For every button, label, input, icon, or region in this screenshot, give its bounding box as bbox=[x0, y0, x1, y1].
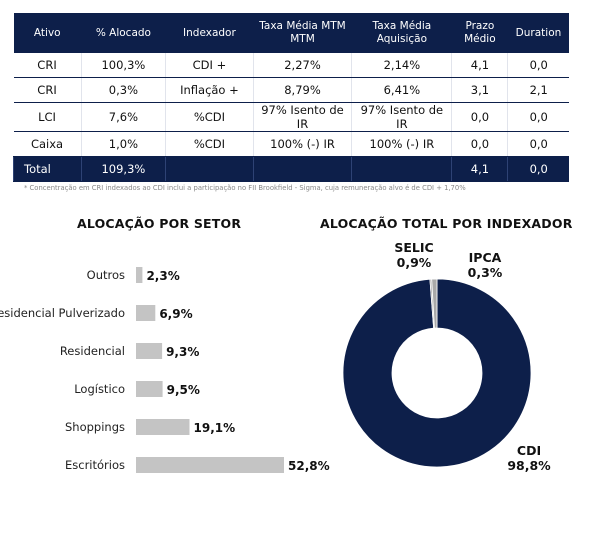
cell-ativo: Caixa bbox=[13, 131, 82, 157]
donut-value-ipca: 0,3% bbox=[468, 265, 503, 280]
donut-label-selic: SELIC bbox=[394, 240, 433, 255]
cell-prazo: 3,1 bbox=[451, 77, 508, 103]
cell-indexador: %CDI bbox=[165, 131, 254, 157]
bar-value-label: 2,3% bbox=[146, 269, 179, 283]
table-header-row: Ativo % Alocado Indexador Taxa Média MTM… bbox=[13, 13, 569, 53]
cell-taxa-mtm: 8,79% bbox=[252, 77, 352, 103]
header-prazo: Prazo Médio bbox=[451, 13, 508, 53]
cell-duration: 0,0 bbox=[507, 53, 569, 78]
total-alocado: 109,3% bbox=[80, 156, 166, 182]
total-indexador bbox=[165, 156, 254, 182]
cell-alocado: 7,6% bbox=[80, 102, 166, 132]
bar-escritórios bbox=[136, 457, 284, 473]
cell-duration: 0,0 bbox=[507, 131, 569, 157]
total-label: Total bbox=[13, 156, 82, 182]
footnote: * Concentração em CRI indexados ao CDI i… bbox=[24, 184, 466, 192]
header-duration: Duration bbox=[507, 13, 569, 53]
donut-value-cdi: 98,8% bbox=[507, 458, 551, 473]
header-ativo: Ativo bbox=[13, 13, 82, 53]
cell-alocado: 0,3% bbox=[80, 77, 166, 103]
cell-ativo: CRI bbox=[13, 53, 82, 78]
donut-value-selic: 0,9% bbox=[397, 255, 432, 270]
cell-taxa-mtm: 2,27% bbox=[252, 53, 352, 78]
table-row: CRI 100,3% CDI + 2,27% 2,14% 4,1 0,0 bbox=[13, 53, 569, 78]
bar-category-label: Escritórios bbox=[65, 458, 125, 472]
bar-category-label: Residencial Pulverizado bbox=[0, 306, 125, 320]
table-row: Caixa 1,0% %CDI 100% (-) IR 100% (-) IR … bbox=[13, 131, 569, 157]
total-duration: 0,0 bbox=[507, 156, 569, 182]
bar-category-label: Residencial bbox=[60, 344, 125, 358]
header-taxa-aquisicao: Taxa Média Aquisição bbox=[351, 13, 452, 53]
cell-taxa-mtm: 100% (-) IR bbox=[252, 131, 352, 157]
cell-alocado: 1,0% bbox=[80, 131, 166, 157]
cell-indexador: %CDI bbox=[165, 102, 254, 132]
cell-taxa-aquisicao: 2,14% bbox=[351, 53, 452, 78]
sector-chart-title: ALOCAÇÃO POR SETOR bbox=[77, 216, 242, 231]
donut-label-ipca: IPCA bbox=[469, 250, 502, 265]
cell-taxa-aquisicao: 100% (-) IR bbox=[351, 131, 452, 157]
header-indexador: Indexador bbox=[165, 13, 254, 53]
cell-prazo: 0,0 bbox=[451, 131, 508, 157]
cell-indexador: CDI + bbox=[165, 53, 254, 78]
bar-logístico bbox=[136, 381, 163, 397]
bar-value-label: 6,9% bbox=[159, 307, 192, 321]
header-alocado: % Alocado bbox=[81, 13, 166, 53]
cell-taxa-aquisicao: 97% Isento de IR bbox=[351, 102, 452, 132]
bar-value-label: 9,5% bbox=[167, 383, 200, 397]
total-taxa-aquisicao bbox=[351, 156, 452, 182]
donut-label-cdi: CDI bbox=[517, 443, 541, 458]
table-total-row: Total 109,3% 4,1 0,0 bbox=[13, 156, 569, 182]
cell-alocado: 100,3% bbox=[80, 53, 166, 78]
donut-slice-selic bbox=[431, 278, 438, 329]
donut-slice-cdi bbox=[342, 278, 532, 468]
bar-value-label: 52,8% bbox=[288, 459, 330, 473]
header-taxa-mtm: Taxa Média MTM MTM bbox=[253, 13, 352, 53]
cell-prazo: 4,1 bbox=[451, 53, 508, 78]
cell-duration: 2,1 bbox=[507, 77, 569, 103]
allocation-table: Ativo % Alocado Indexador Taxa Média MTM… bbox=[13, 13, 569, 182]
bar-residencial bbox=[136, 343, 163, 359]
allocation-table-wrap: Ativo % Alocado Indexador Taxa Média MTM… bbox=[13, 13, 569, 182]
cell-ativo: LCI bbox=[13, 102, 82, 132]
bar-outros bbox=[136, 267, 143, 283]
cell-ativo: CRI bbox=[13, 77, 82, 103]
cell-taxa-mtm: 97% Isento de IR bbox=[252, 102, 352, 132]
cell-taxa-aquisicao: 6,41% bbox=[351, 77, 452, 103]
bar-value-label: 19,1% bbox=[194, 421, 236, 435]
bar-value-label: 9,3% bbox=[166, 345, 199, 359]
cell-duration: 0,0 bbox=[507, 102, 569, 132]
total-taxa-mtm bbox=[252, 156, 352, 182]
cell-prazo: 0,0 bbox=[451, 102, 508, 132]
bar-category-label: Outros bbox=[87, 268, 125, 282]
bar-category-label: Logístico bbox=[74, 382, 125, 396]
indexer-chart-title: ALOCAÇÃO TOTAL POR INDEXADOR bbox=[320, 216, 573, 231]
total-prazo: 4,1 bbox=[451, 156, 508, 182]
table-row: CRI 0,3% Inflação + 8,79% 6,41% 3,1 2,1 bbox=[13, 77, 569, 103]
cell-indexador: Inflação + bbox=[165, 77, 254, 103]
table-row: LCI 7,6% %CDI 97% Isento de IR 97% Isent… bbox=[13, 102, 569, 132]
bar-category-label: Shoppings bbox=[65, 420, 125, 434]
bar-shoppings bbox=[136, 419, 190, 435]
bar-residencial-pulverizado bbox=[136, 305, 156, 321]
